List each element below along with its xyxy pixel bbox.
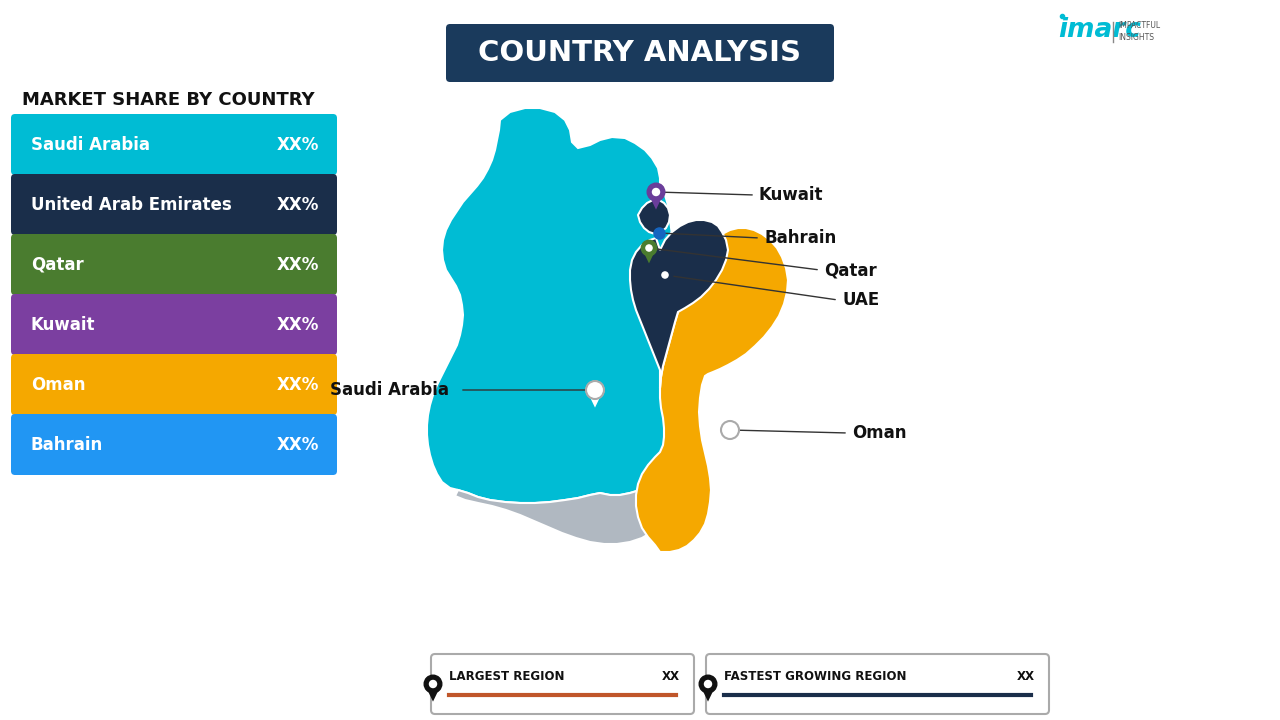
Circle shape xyxy=(646,245,652,251)
Text: XX%: XX% xyxy=(276,436,319,454)
FancyBboxPatch shape xyxy=(12,414,337,475)
Polygon shape xyxy=(701,687,716,701)
Text: XX: XX xyxy=(1018,670,1036,683)
Text: IMPACTFUL: IMPACTFUL xyxy=(1117,22,1160,30)
Text: Oman: Oman xyxy=(852,424,906,442)
Text: COUNTRY ANALYSIS: COUNTRY ANALYSIS xyxy=(479,39,801,67)
Text: Bahrain: Bahrain xyxy=(31,436,104,454)
Text: Kuwait: Kuwait xyxy=(31,315,96,333)
Text: XX%: XX% xyxy=(276,256,319,274)
Circle shape xyxy=(641,240,657,256)
Circle shape xyxy=(699,675,717,693)
Text: Saudi Arabia: Saudi Arabia xyxy=(31,135,150,153)
FancyBboxPatch shape xyxy=(12,174,337,235)
Polygon shape xyxy=(636,228,788,552)
FancyBboxPatch shape xyxy=(12,234,337,295)
Polygon shape xyxy=(643,251,655,264)
Text: FASTEST GROWING REGION: FASTEST GROWING REGION xyxy=(724,670,906,683)
Text: Qatar: Qatar xyxy=(824,261,877,279)
Polygon shape xyxy=(588,392,602,408)
Polygon shape xyxy=(428,108,685,503)
Circle shape xyxy=(430,680,436,688)
Circle shape xyxy=(721,421,739,438)
Text: XX%: XX% xyxy=(276,196,319,214)
Polygon shape xyxy=(630,220,728,388)
Text: Bahrain: Bahrain xyxy=(764,229,836,247)
Circle shape xyxy=(727,426,733,433)
Text: XX: XX xyxy=(662,670,680,683)
Text: Saudi Arabia: Saudi Arabia xyxy=(330,381,449,399)
Polygon shape xyxy=(637,200,669,234)
FancyBboxPatch shape xyxy=(12,114,337,175)
Circle shape xyxy=(648,183,664,201)
Polygon shape xyxy=(426,687,440,701)
Polygon shape xyxy=(723,433,737,448)
Text: XX%: XX% xyxy=(276,135,319,153)
Circle shape xyxy=(658,267,673,283)
Text: Kuwait: Kuwait xyxy=(759,186,823,204)
Text: MARKET SHARE BY COUNTRY: MARKET SHARE BY COUNTRY xyxy=(22,91,315,109)
FancyBboxPatch shape xyxy=(445,24,835,82)
Text: INSIGHTS: INSIGHTS xyxy=(1117,32,1155,42)
FancyBboxPatch shape xyxy=(12,294,337,355)
Polygon shape xyxy=(659,277,671,290)
Polygon shape xyxy=(649,194,663,210)
Text: LARGEST REGION: LARGEST REGION xyxy=(449,670,564,683)
FancyBboxPatch shape xyxy=(12,354,337,415)
Circle shape xyxy=(704,680,712,688)
Circle shape xyxy=(591,387,599,394)
Circle shape xyxy=(586,381,604,399)
Text: Qatar: Qatar xyxy=(31,256,83,274)
Circle shape xyxy=(662,272,668,278)
Polygon shape xyxy=(454,470,668,544)
Circle shape xyxy=(424,675,442,693)
Text: UAE: UAE xyxy=(842,291,879,309)
FancyBboxPatch shape xyxy=(431,654,694,714)
Text: XX%: XX% xyxy=(276,376,319,394)
Text: Oman: Oman xyxy=(31,376,86,394)
FancyBboxPatch shape xyxy=(707,654,1050,714)
Text: United Arab Emirates: United Arab Emirates xyxy=(31,196,232,214)
Text: imarc: imarc xyxy=(1059,17,1140,43)
Text: XX%: XX% xyxy=(276,315,319,333)
Circle shape xyxy=(653,189,659,196)
